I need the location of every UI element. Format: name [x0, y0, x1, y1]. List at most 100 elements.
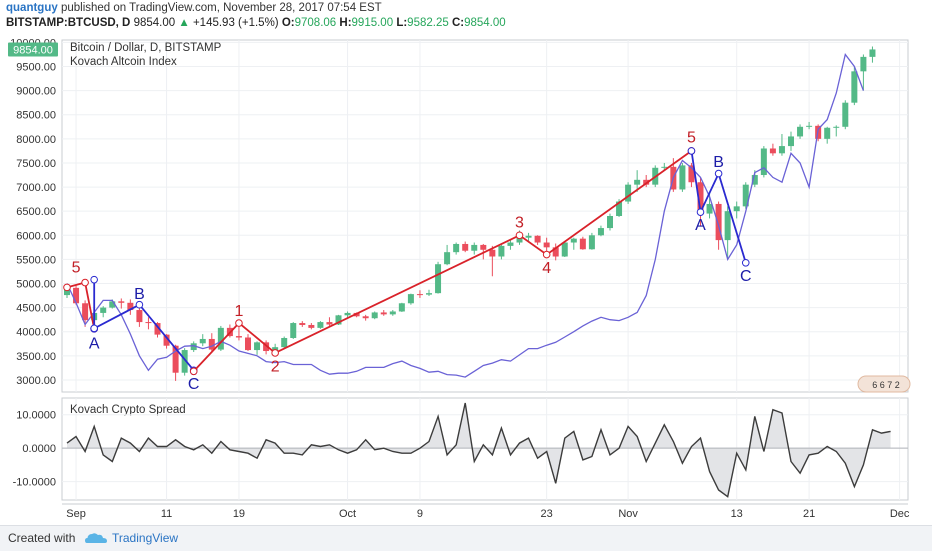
candle-body [661, 166, 668, 168]
price-tick-label: 5500.00 [16, 254, 56, 266]
candle-body [797, 126, 804, 137]
tradingview-brand[interactable]: TradingView [112, 531, 179, 545]
spread-tick-label: -10.0000 [13, 477, 56, 489]
symbol-name: BITSTAMP:BTCUSD, D [6, 17, 131, 29]
candle-body [172, 345, 179, 373]
spread-tick-label: 0.0000 [22, 443, 56, 455]
author-link[interactable]: quantguy [6, 2, 58, 14]
spread-area [67, 403, 891, 497]
candle-body [344, 312, 351, 316]
candle-body [806, 125, 813, 127]
up-arrow-icon: ▲ [178, 17, 190, 29]
wave-label: A [89, 335, 100, 352]
wave-pivot [90, 324, 98, 333]
candle-body [426, 293, 432, 295]
candle-body [778, 146, 785, 154]
candle-body [371, 312, 378, 319]
user-badge[interactable] [857, 375, 911, 393]
candle-body [109, 301, 116, 308]
spread-line [66, 402, 891, 498]
wave-label: B [713, 154, 724, 171]
wave-label: 5 [687, 129, 696, 146]
candle-body [498, 245, 505, 257]
candle-body [579, 238, 586, 250]
candle-body [127, 302, 134, 311]
candle-body [742, 184, 749, 207]
candle-body [317, 322, 324, 328]
low-value: 9582.25 [407, 17, 449, 29]
candle-body [416, 294, 423, 296]
open-label: O: [281, 17, 295, 29]
time-tick-label: 19 [233, 508, 245, 520]
price-tick-label: 9500.00 [16, 62, 56, 74]
price-tick-label: 6000.00 [16, 230, 56, 242]
candle-body [769, 148, 776, 154]
candle-body [824, 127, 831, 139]
wave-label: B [134, 286, 145, 303]
candle-body [588, 235, 595, 250]
candle-body [163, 334, 170, 346]
candle-body [181, 350, 188, 373]
time-tick-label: 23 [541, 508, 553, 520]
wave-pivot [542, 250, 551, 259]
candle-body [208, 338, 215, 350]
candle-body [715, 203, 722, 241]
candle-body [760, 148, 767, 176]
candle-body [597, 228, 604, 236]
candle-body [145, 322, 152, 324]
candle-body [860, 56, 867, 72]
wave-line [193, 150, 693, 372]
candle-body [407, 294, 414, 304]
wave-pivot [189, 367, 198, 376]
candle-body [534, 235, 541, 243]
wave-pivot [687, 147, 696, 155]
candle-body [842, 102, 849, 127]
wave-pivot [63, 283, 71, 292]
candle-body [362, 316, 369, 319]
symbol-line: BITSTAMP:BTCUSD, D 9854.00 ▲ +145.93 (+1… [6, 17, 506, 29]
candle-body [570, 238, 577, 243]
price-tick-label: 5000.00 [16, 279, 56, 291]
candle-body [625, 184, 632, 202]
wave-label: A [695, 217, 706, 234]
candle-body [788, 136, 794, 147]
created-with-text: Created with [8, 531, 76, 545]
candle-body [435, 264, 442, 294]
price-change: +145.93 (+1.5%) [192, 17, 279, 29]
price-chart[interactable]: 3000.00 3500.00 4000.00 4500.00 5000.00 5500.… [0, 0, 932, 525]
time-tick-label: Oct [339, 508, 356, 520]
spread-tick-label: 10.0000 [16, 410, 56, 422]
candle-body [335, 315, 342, 325]
spread-title: Kovach Crypto Spread [70, 404, 186, 416]
publish-line: quantguy published on TradingView.com, N… [6, 2, 382, 14]
candle-body [299, 323, 306, 325]
candle-body [507, 242, 514, 246]
price-tick-label: 4500.00 [16, 303, 56, 315]
candle-body [561, 242, 568, 257]
wave-line [690, 150, 747, 264]
time-tick-label: 11 [161, 508, 172, 520]
candle-body [190, 343, 197, 351]
price-tick-label: 7500.00 [16, 158, 56, 170]
wave-pivot [135, 300, 144, 309]
price-tick-label: 7000.00 [16, 182, 56, 194]
wave-pivot [90, 275, 98, 284]
candle-body [616, 201, 623, 216]
close-value: 9854.00 [464, 17, 506, 29]
price-tick-label: 8500.00 [16, 110, 56, 122]
candle-body [389, 311, 396, 315]
candle-body [154, 323, 161, 335]
candle-body [281, 337, 288, 348]
candle-body [308, 324, 315, 328]
time-tick-label: Sep [66, 508, 86, 520]
wave-pivot [235, 319, 243, 327]
published-text: published on TradingView.com, November 2… [60, 2, 382, 14]
price-tick-label: 9000.00 [16, 86, 56, 98]
candle-body [480, 244, 487, 250]
wave-label: 2 [271, 358, 280, 375]
candle-body [869, 49, 876, 57]
time-tick-label: Dec [890, 508, 910, 520]
candle-body [82, 303, 89, 321]
candle-body [235, 336, 242, 338]
candle-body [471, 244, 478, 251]
